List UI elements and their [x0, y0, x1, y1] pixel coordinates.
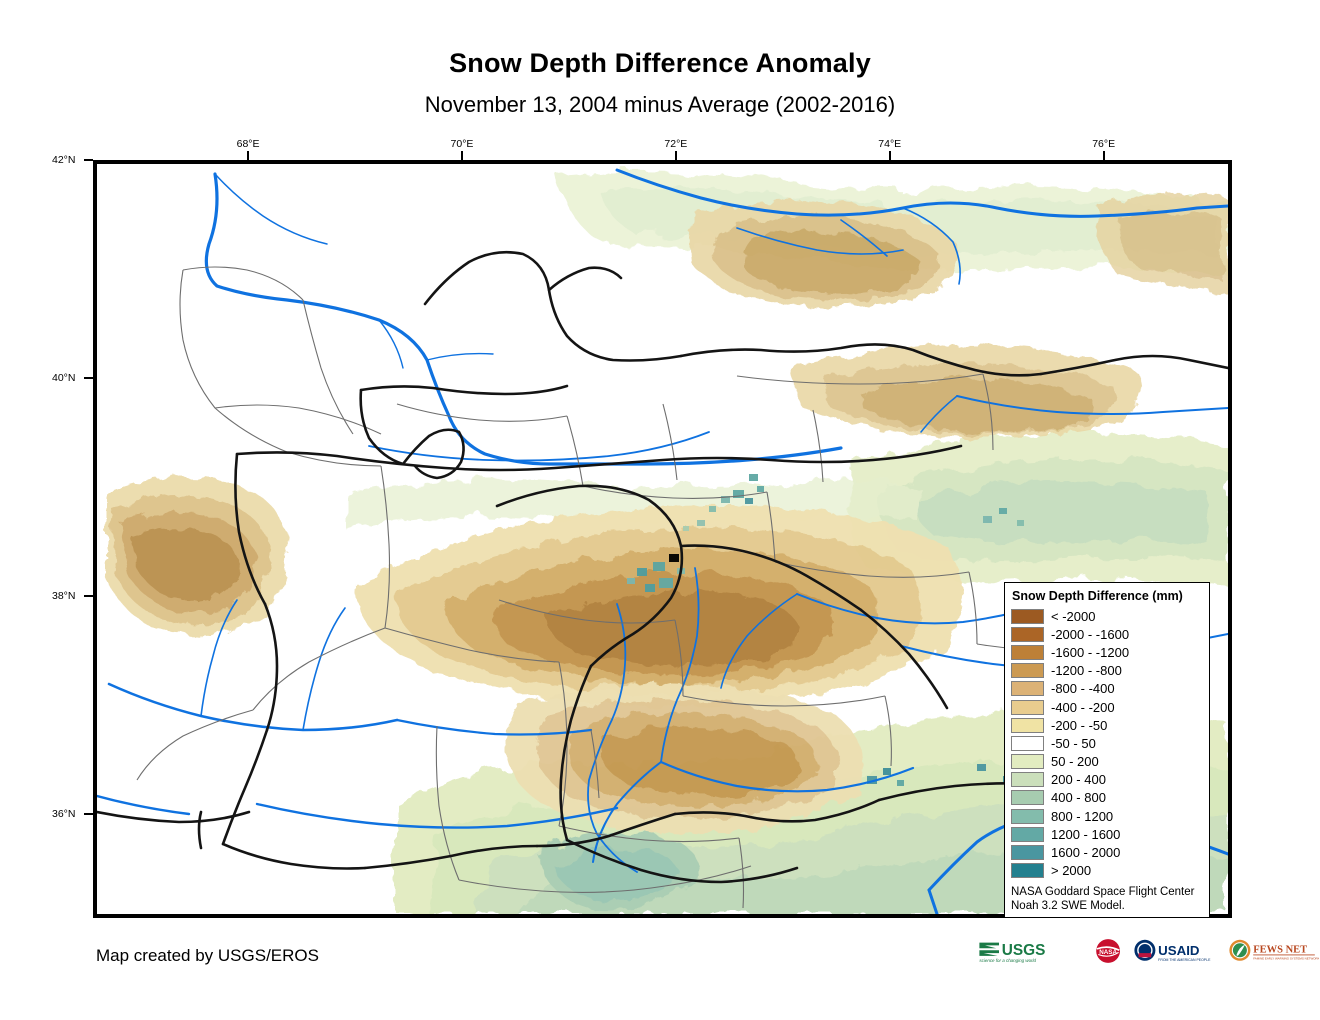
legend-row: -1600 - -1200 [1011, 643, 1203, 661]
lon-tick-mark [247, 151, 250, 160]
svg-text:FAMINE EARLY WARNING SYSTEMS N: FAMINE EARLY WARNING SYSTEMS NETWORK [1253, 956, 1319, 960]
legend-label: -200 - -50 [1051, 717, 1108, 733]
lon-tick-label: 76°E [1092, 138, 1116, 150]
legend-swatch [1011, 663, 1044, 679]
legend-label: -50 - 50 [1051, 735, 1096, 751]
logo-bar: USGS science for a changing world NASA U… [978, 934, 1319, 968]
nasa-logo: NASA [1096, 939, 1120, 963]
map-frame[interactable] [93, 160, 1232, 918]
legend-label: 1600 - 2000 [1051, 845, 1121, 861]
legend-label: 800 - 1200 [1051, 808, 1114, 824]
legend-row: -2000 - -1600 [1011, 625, 1203, 643]
legend-row: -50 - 50 [1011, 734, 1203, 752]
country-borders [97, 250, 1228, 884]
fewsnet-logo: FEWS NET FAMINE EARLY WARNING SYSTEMS NE… [1228, 939, 1319, 961]
legend-row: 50 - 200 [1011, 753, 1203, 771]
lon-tick-label: 72°E [664, 138, 688, 150]
legend-swatch [1011, 735, 1044, 751]
legend-label: 400 - 800 [1051, 790, 1106, 806]
lon-tick-mark [1102, 151, 1105, 160]
svg-text:science for a changing world: science for a changing world [979, 958, 1036, 963]
lat-tick-label: 38°N [52, 590, 76, 603]
legend-label: -800 - -400 [1051, 681, 1115, 697]
legend-label: -2000 - -1600 [1051, 626, 1130, 642]
legend-label: -400 - -200 [1051, 699, 1115, 715]
lon-tick-label: 70°E [450, 138, 474, 150]
lat-tick-label: 40°N [52, 372, 76, 385]
legend-row: 800 - 1200 [1011, 807, 1203, 825]
legend-swatch [1011, 808, 1044, 824]
legend-swatch [1011, 681, 1044, 697]
lat-tick-mark [84, 595, 93, 598]
legend-row: -200 - -50 [1011, 716, 1203, 734]
legend-swatch [1011, 699, 1044, 715]
legend-row: -1200 - -800 [1011, 662, 1203, 680]
usgs-logo: USGS science for a changing world [979, 942, 1046, 963]
legend-row: 200 - 400 [1011, 771, 1203, 789]
legend-swatch [1011, 644, 1044, 660]
legend-label: -1600 - -1200 [1051, 644, 1130, 660]
lon-tick-label: 74°E [878, 138, 902, 150]
legend-row: > 2000 [1011, 862, 1203, 880]
lon-tick-mark [460, 151, 463, 160]
svg-text:USGS: USGS [1002, 942, 1046, 959]
legend-swatch [1011, 790, 1044, 806]
legend-swatch [1011, 863, 1044, 879]
legend-swatch [1011, 772, 1044, 788]
legend-credit: NASA Goddard Space Flight Center Noah 3.… [1011, 884, 1203, 913]
lat-tick-mark [84, 813, 93, 816]
lat-tick-mark [84, 159, 93, 161]
usaid-logo: USAID FROM THE AMERICAN PEOPLE [1134, 939, 1211, 962]
lon-tick-mark [888, 151, 891, 160]
legend-row: 1200 - 1600 [1011, 825, 1203, 843]
lat-tick-label: 42°N [52, 154, 76, 166]
lat-tick-mark [84, 377, 93, 380]
legend-credit-line2: Noah 3.2 SWE Model. [1011, 899, 1125, 912]
legend-row: < -2000 [1011, 607, 1203, 625]
title-block: Snow Depth Difference Anomaly November 1… [0, 0, 1320, 118]
legend-label: -1200 - -800 [1051, 663, 1122, 679]
svg-text:USAID: USAID [1158, 943, 1200, 958]
map-credit: Map created by USGS/EROS [96, 946, 319, 965]
legend-class-list: < -2000 -2000 - -1600 -1600 - -1200 -1200 -… [1011, 607, 1203, 880]
legend-label: > 2000 [1051, 863, 1092, 879]
map-raster[interactable] [97, 164, 1228, 914]
page-title: Snow Depth Difference Anomaly [449, 48, 871, 78]
legend-row: 400 - 800 [1011, 789, 1203, 807]
legend-swatch [1011, 626, 1044, 642]
legend-swatch [1011, 754, 1044, 770]
svg-text:NASA: NASA [1099, 949, 1117, 956]
legend-label: 200 - 400 [1051, 772, 1106, 788]
legend-panel[interactable]: Snow Depth Difference (mm) < -2000 -2000 … [1004, 582, 1210, 918]
legend-row: -800 - -400 [1011, 680, 1203, 698]
legend-row: -400 - -200 [1011, 698, 1203, 716]
svg-text:FROM THE AMERICAN PEOPLE: FROM THE AMERICAN PEOPLE [1158, 958, 1211, 962]
legend-swatch [1011, 608, 1044, 624]
lat-tick-label: 36°N [52, 808, 76, 821]
legend-swatch [1011, 717, 1044, 733]
legend-swatch [1011, 845, 1044, 861]
svg-text:FEWS NET: FEWS NET [1253, 944, 1307, 955]
legend-label: 50 - 200 [1051, 754, 1099, 770]
legend-row: 1600 - 2000 [1011, 843, 1203, 861]
lon-tick-label: 68°E [236, 138, 260, 150]
legend-swatch [1011, 826, 1044, 842]
lon-tick-mark [674, 151, 677, 160]
legend-credit-line1: NASA Goddard Space Flight Center [1011, 885, 1195, 898]
legend-label: 1200 - 1600 [1051, 826, 1121, 842]
legend-title: Snow Depth Difference (mm) [1012, 589, 1183, 603]
legend-label: < -2000 [1051, 608, 1096, 624]
page-subtitle: November 13, 2004 minus Average (2002-20… [424, 92, 896, 117]
